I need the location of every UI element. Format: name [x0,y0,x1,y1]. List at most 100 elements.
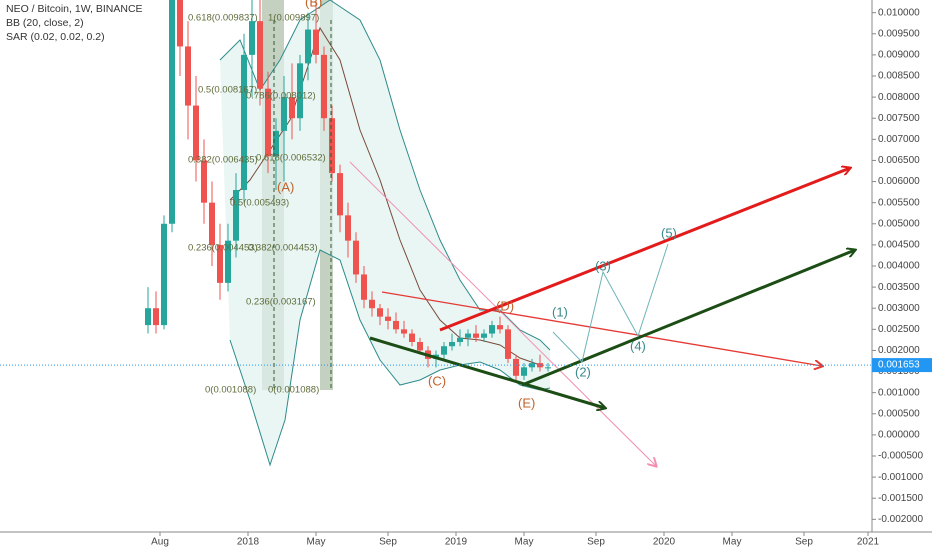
impulse-label: (5) [661,225,677,240]
candle-body [513,358,519,376]
candle-body [209,202,215,245]
x-tick-label: May [723,537,742,548]
candle-body [441,346,447,355]
y-tick-label: -0.001000 [878,472,923,483]
candle-body [345,215,351,241]
fib-label: 0(0.001088) [268,385,319,396]
candle-body [145,308,151,326]
candle-body [217,244,223,283]
wave-projection [552,243,669,364]
candle-body [521,367,527,376]
fib-label: 0(0.001088) [205,385,256,396]
candle-body [417,342,423,351]
trend-line [349,161,656,466]
candle-body [409,333,415,342]
x-tick-label: May [515,537,534,548]
x-tick-label: Aug [151,537,169,548]
y-tick-label: 0.004000 [878,261,920,272]
candle-body [361,274,367,300]
candle-body [249,21,255,55]
y-tick-label: -0.001500 [878,493,923,504]
y-tick-label: 0.001000 [878,387,920,398]
x-tick-label: 2019 [445,537,468,548]
candle-body [505,329,511,359]
candle-body [273,130,279,157]
y-tick-label: 0.002500 [878,324,920,335]
trend-arrow [369,336,605,408]
y-tick-label: 0.006000 [878,176,920,187]
wave-label: (E) [518,395,535,410]
impulse-label: (4) [630,338,646,353]
candle-body [465,333,471,338]
candle-body [457,337,463,342]
fib-label: 0.382(0.004453) [248,243,318,254]
candles [145,0,551,380]
candle-body [369,299,375,309]
x-tick-label: Sep [587,537,605,548]
wave-label: (A) [277,179,294,194]
fib-label: 0.618(0.006532) [256,153,326,164]
last-price-label: 0.001653 [878,360,920,371]
candle-body [201,160,207,203]
candle-body [337,173,343,216]
fib-label: 1(0.009897) [268,13,319,24]
candle-body [473,333,479,338]
y-tick-label: 0.010000 [878,7,920,18]
candle-body [297,63,303,119]
x-tick-label: 2021 [857,537,880,548]
y-tick-label: 0.002000 [878,345,920,356]
candle-body [233,190,239,241]
candle-body [489,325,495,334]
fib-label: 0.236(0.004453) [188,243,258,254]
candle-body [353,240,359,275]
y-tick-label: 0.004500 [878,240,920,251]
y-tick-label: 0.008000 [878,92,920,103]
fib-label: 0.382(0.006435) [188,155,258,166]
impulse-label: (3) [595,258,611,273]
y-tick-label: 0.007000 [878,134,920,145]
trend-arrow [521,250,855,387]
y-tick-label: 0.003500 [878,282,920,293]
plot-area [0,0,872,466]
y-tick-label: 0.009500 [878,28,920,39]
bollinger-upper [219,0,551,351]
candle-body [281,97,287,131]
y-tick-label: 0.008500 [878,71,920,82]
fib-label: 0.618(0.009837) [188,13,258,24]
candle-body [225,240,231,283]
candle-body [313,29,319,55]
candle-body [193,105,199,161]
y-tick-label: 0.005000 [878,218,920,229]
fib-label: 0.236(0.003167) [246,297,316,308]
y-tick-label: 0.003000 [878,303,920,314]
candle-body [329,118,335,174]
trend-arrow [439,168,850,332]
candle-body [377,308,383,317]
candle-body [393,320,399,330]
candle-body [153,308,159,326]
candle-body [289,97,295,119]
fib-label: 0.5(0.005493) [230,198,289,209]
candle-body [497,325,503,330]
fib-label: 0.5(0.008167) [198,85,257,96]
candle-body [185,46,191,106]
y-tick-label: 0.005500 [878,197,920,208]
y-tick-label: 0.000500 [878,408,920,419]
fib-label: 0.786(0.008012) [246,91,316,102]
y-tick-label: 0.006500 [878,155,920,166]
trend-line [381,291,822,366]
candle-body [305,29,311,64]
candle-body [385,316,391,321]
candle-body [177,0,183,47]
impulse-label: (1) [552,304,568,319]
x-tick-label: Sep [795,537,813,548]
y-tick-label: 0.000000 [878,430,920,441]
candle-body [321,54,327,119]
candle-body [241,54,247,191]
impulse-label: (2) [575,364,591,379]
candle-body [401,329,407,334]
indicator-label: SAR (0.02, 0.02, 0.2) [6,31,105,43]
y-tick-label: -0.000500 [878,451,923,462]
candle-body [545,367,551,369]
